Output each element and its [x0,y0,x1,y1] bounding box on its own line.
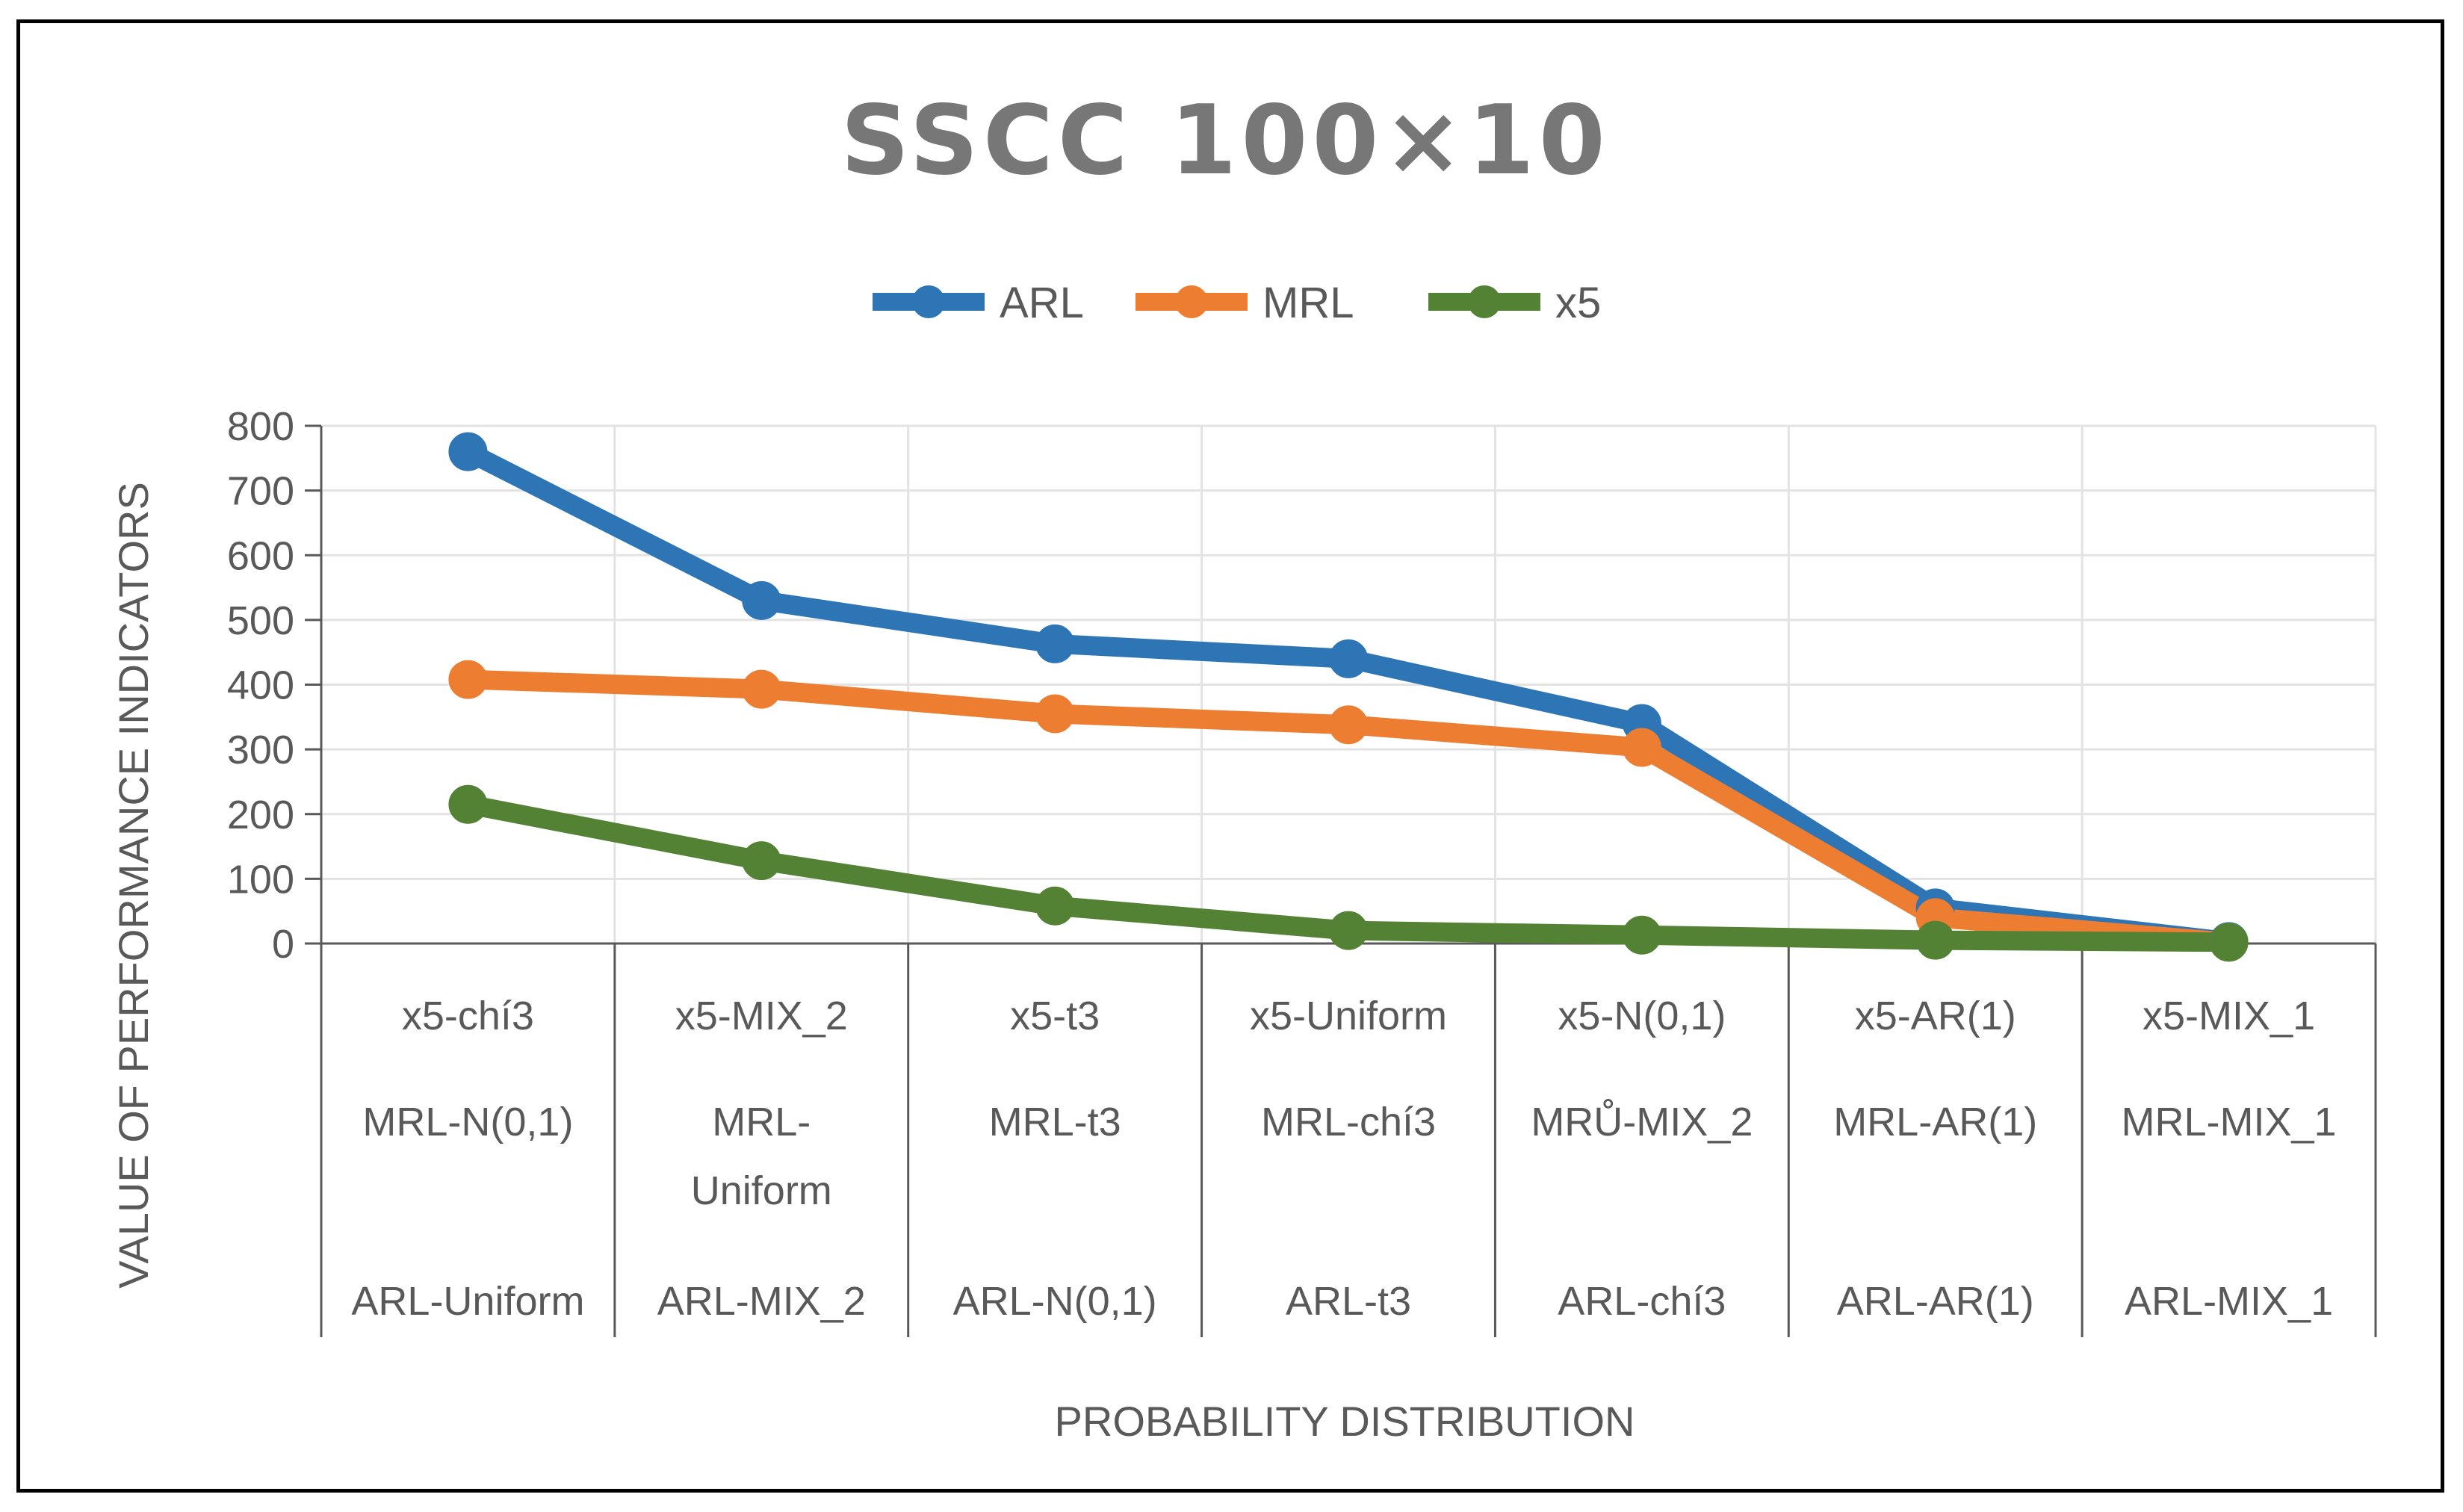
category-label: ARL-N(0,1) [953,1279,1157,1324]
y-tick-label: 800 [227,404,294,449]
data-point-mrl [448,660,488,699]
y-tick-label: 500 [227,598,294,643]
data-point-arl [1035,624,1075,663]
data-point-mrl [742,669,781,709]
category-labels: x5-chí3 MRL-N(0,1) ARL-Uniform x5-MIX_2 MRL-… [351,994,2336,1324]
series-lines [458,441,2239,952]
data-point-arl [742,580,781,620]
category-label: MRŮ-MIX_2 [1531,1099,1753,1144]
data-point-x5 [1622,915,1661,955]
data-point-arl [1329,639,1368,678]
data-point-x5 [742,841,781,881]
chart-title: SSCC 100×10 [840,85,1610,196]
category-label: MRL-N(0,1) [362,1100,573,1144]
category-label: x5-MIX_2 [675,994,848,1038]
category-label: MRL- [712,1100,811,1144]
category-label: Uniform [691,1168,832,1213]
category-label: x5-N(0,1) [1558,994,1726,1038]
y-tick-label: 400 [227,663,294,708]
y-tick-label: 300 [227,728,294,772]
category-label: x5-chí3 [402,994,534,1038]
data-point-mrl [1622,728,1661,767]
data-point-mrl [1035,694,1075,734]
data-point-x5 [448,784,488,824]
category-label: ARL-chí3 [1558,1279,1726,1324]
category-label: ARL-Uniform [351,1279,584,1324]
y-tick-label: 200 [227,793,294,837]
y-tick-label: 0 [272,922,294,967]
legend-marker-arl [912,285,945,318]
y-tick-label: 100 [227,857,294,902]
y-tick-label: 700 [227,469,294,514]
data-point-x5 [1035,886,1075,926]
x-axis [320,426,2377,1337]
legend: ARL MRL x5 [873,279,1601,327]
x-axis-title: PROBABILITY DISTRIBUTION [1055,1398,1635,1445]
category-label: MRL-AR(1) [1833,1100,2037,1144]
legend-label-mrl: MRL [1263,279,1354,327]
data-point-x5 [1915,920,1955,960]
category-label: ARL-MIX_2 [657,1279,866,1324]
category-label: x5-AR(1) [1855,994,2016,1038]
data-point-arl [448,432,488,471]
category-label: x5-Uniform [1250,994,1447,1038]
category-label: ARL-t3 [1286,1279,1411,1324]
category-label: MRL-t3 [989,1100,1121,1144]
category-label: x5-t3 [1010,994,1100,1038]
category-label: ARL-MIX_1 [2125,1279,2333,1324]
legend-label-arl: ARL [1000,279,1084,327]
y-axis-title: VALUE OF PERFORMANCE INDICATORS [110,482,157,1289]
chart-frame [16,19,2444,1493]
data-point-x5 [1329,911,1368,950]
y-tick-label: 600 [227,533,294,578]
category-label: MRL-MIX_1 [2122,1100,2337,1144]
y-axis-ticks: 0 100 200 300 400 500 600 700 800 [227,404,321,967]
category-label: MRL-chí3 [1261,1100,1436,1144]
series-points [448,432,2249,962]
category-label: ARL-AR(1) [1837,1279,2034,1324]
legend-marker-mrl [1175,285,1208,318]
data-point-mrl [1329,705,1368,745]
legend-marker-x5 [1468,285,1501,318]
data-point-x5 [2209,923,2249,962]
category-label: x5-MIX_1 [2143,994,2315,1038]
legend-label-x5: x5 [1555,279,1601,327]
